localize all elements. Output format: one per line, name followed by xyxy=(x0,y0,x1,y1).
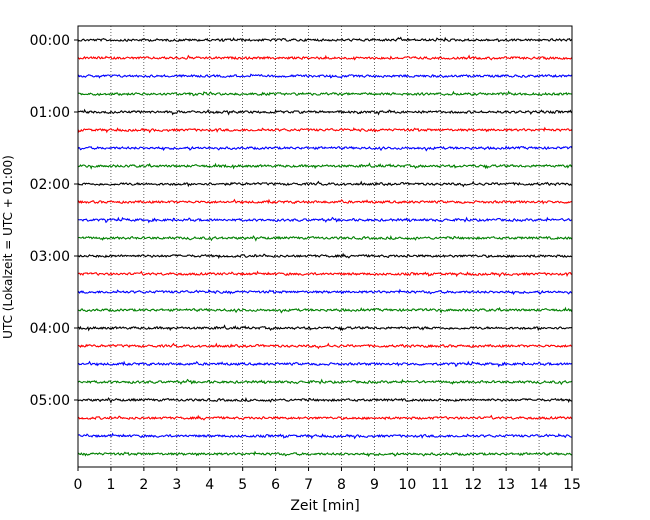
trace-0430 xyxy=(77,360,573,368)
trace-0045 xyxy=(77,90,573,97)
y-tick-label: 03:00 xyxy=(30,249,70,265)
x-tick-label: 13 xyxy=(497,477,515,493)
trace-0200 xyxy=(77,180,573,188)
trace-0030 xyxy=(77,73,573,79)
trace-0315 xyxy=(77,270,573,278)
trace-group xyxy=(77,36,573,458)
trace-0115 xyxy=(77,126,573,134)
trace-0145 xyxy=(77,162,573,170)
trace-0530 xyxy=(77,432,573,440)
x-tick-label: 8 xyxy=(337,477,346,493)
trace-0100 xyxy=(77,108,573,116)
y-tick-label: 02:00 xyxy=(30,177,70,193)
x-tick-label: 15 xyxy=(563,477,581,493)
y-axis-label: UTC (Lokalzeit = UTC + 01:00) xyxy=(1,155,15,339)
trace-0500 xyxy=(77,397,573,404)
x-tick-label: 11 xyxy=(431,477,449,493)
x-tick-label: 6 xyxy=(271,477,280,493)
trace-0015 xyxy=(77,54,573,61)
trace-0330 xyxy=(77,288,573,296)
x-tick-label: 10 xyxy=(398,477,416,493)
trace-0245 xyxy=(77,235,573,242)
x-axis-ticks: 0 1 2 3 4 5 6 7 8 9 10 11 12 13 14 15 xyxy=(74,467,581,493)
plot-background xyxy=(78,26,572,467)
y-tick-label: 01:00 xyxy=(30,105,70,121)
y-tick-label: 00:00 xyxy=(30,33,70,49)
trace-0230 xyxy=(77,216,573,224)
y-tick-label: 04:00 xyxy=(30,321,70,337)
x-tick-label: 9 xyxy=(370,477,379,493)
x-tick-label: 7 xyxy=(304,477,313,493)
y-tick-label: 05:00 xyxy=(30,393,70,409)
trace-0300 xyxy=(77,252,573,260)
x-axis-label: Zeit [min] xyxy=(290,498,359,514)
x-tick-label: 0 xyxy=(74,477,83,493)
x-tick-label: 4 xyxy=(205,477,214,493)
x-tick-label: 12 xyxy=(464,477,482,493)
x-tick-label: 3 xyxy=(172,477,181,493)
trace-0545 xyxy=(77,450,573,458)
trace-0445 xyxy=(77,378,573,386)
trace-0345 xyxy=(77,306,573,314)
trace-0215 xyxy=(77,198,573,205)
x-tick-label: 5 xyxy=(238,477,247,493)
trace-0515 xyxy=(77,414,573,421)
trace-0400 xyxy=(77,324,573,332)
y-axis-ticks: 00:00 01:00 02:00 03:00 04:00 05:00 xyxy=(30,33,78,409)
trace-0415 xyxy=(77,342,573,350)
trace-0130 xyxy=(77,145,573,152)
x-tick-label: 1 xyxy=(106,477,115,493)
plot-frame xyxy=(77,25,573,468)
x-tick-label: 14 xyxy=(530,477,548,493)
trace-0000 xyxy=(77,36,573,43)
x-tick-label: 2 xyxy=(139,477,148,493)
